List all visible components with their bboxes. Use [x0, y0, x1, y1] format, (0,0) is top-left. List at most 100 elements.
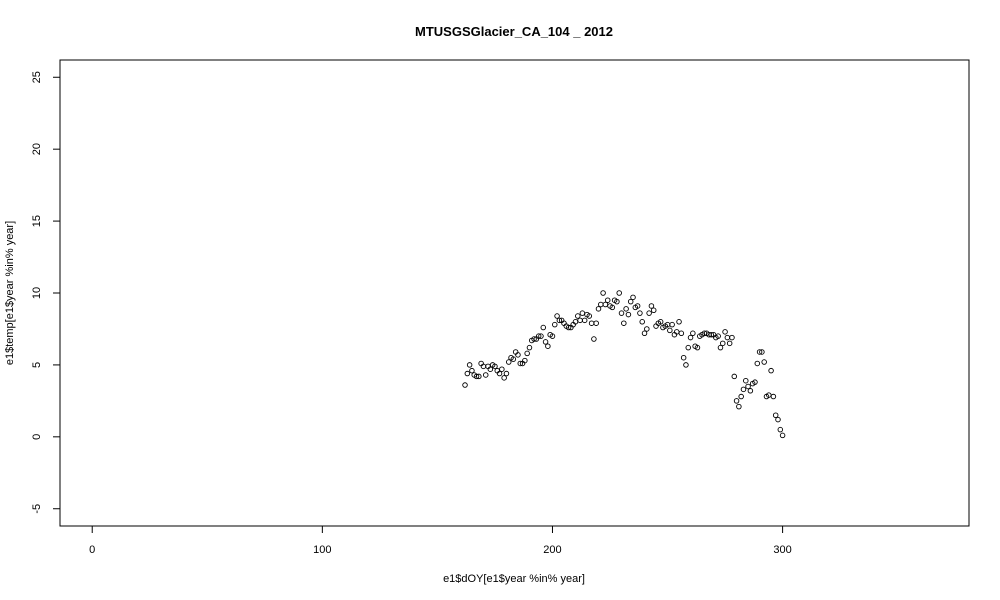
data-point: [729, 334, 735, 341]
data-point: [609, 304, 616, 311]
data-point: [625, 311, 632, 318]
data-point: [538, 333, 544, 339]
data-point: [687, 334, 694, 341]
x-axis-label: e1$dOY[e1$year %in% year]: [443, 573, 585, 585]
y-tick-label: -5: [31, 504, 43, 514]
data-point: [492, 363, 498, 370]
data-point: [715, 333, 721, 339]
data-point: [754, 360, 761, 367]
data-point: [575, 313, 581, 319]
data-point: [604, 297, 611, 303]
data-point: [540, 324, 547, 331]
data-point: [616, 290, 622, 296]
y-tick-label: 15: [31, 215, 43, 227]
data-point: [591, 336, 597, 342]
chart-title: MTUSGSGlacier_CA_104 _ 2012: [415, 24, 613, 39]
data-point: [586, 313, 593, 319]
data-point: [600, 290, 606, 296]
data-point: [581, 317, 588, 324]
data-point: [690, 330, 696, 337]
data-point: [685, 344, 691, 351]
data-point: [593, 320, 599, 326]
data-point: [531, 336, 537, 342]
data-point: [646, 310, 652, 316]
data-point: [747, 388, 754, 394]
data-point: [775, 416, 781, 423]
data-point: [676, 319, 682, 325]
data-point: [733, 398, 740, 404]
data-point: [722, 329, 728, 335]
data-point: [770, 393, 777, 400]
data-point: [756, 349, 763, 355]
data-point: [717, 344, 724, 351]
y-tick-label: 0: [31, 434, 43, 440]
data-point: [602, 301, 609, 308]
data-point: [731, 373, 738, 380]
x-tick-label: 0: [89, 544, 95, 556]
data-point: [505, 359, 512, 365]
data-point: [752, 379, 758, 385]
data-point: [743, 377, 749, 384]
data-point: [683, 362, 689, 368]
data-point: [545, 343, 551, 349]
data-point: [496, 370, 503, 377]
data-point: [473, 373, 480, 380]
data-point: [499, 366, 505, 372]
y-tick-label: 10: [31, 287, 43, 299]
x-tick-label: 300: [773, 544, 791, 556]
data-point: [650, 307, 657, 314]
data-point: [634, 303, 641, 309]
data-point: [549, 333, 556, 339]
data-point: [680, 354, 687, 361]
data-point: [621, 320, 627, 326]
data-point: [526, 344, 533, 351]
data-point: [618, 310, 625, 316]
data-point: [510, 356, 517, 362]
data-point: [777, 426, 784, 433]
data-point: [522, 357, 528, 364]
x-tick-label: 100: [313, 544, 331, 556]
data-point: [745, 383, 751, 390]
data-point: [565, 324, 572, 331]
data-point: [667, 327, 673, 334]
data-point: [554, 313, 560, 319]
data-point: [482, 372, 489, 378]
data-point: [598, 301, 604, 308]
data-point: [469, 367, 475, 374]
data-point: [588, 320, 595, 326]
data-point: [542, 339, 549, 345]
data-point: [630, 294, 636, 301]
data-point: [724, 334, 731, 341]
data-point: [595, 306, 602, 312]
data-point: [579, 310, 586, 316]
data-point: [614, 298, 620, 305]
y-axis: -5 0 5 10 15 20 25: [31, 71, 61, 514]
data-point: [669, 321, 675, 328]
data-point: [648, 303, 655, 309]
data-point: [657, 319, 664, 325]
data-point: [535, 333, 542, 339]
y-tick-label: 20: [31, 143, 43, 155]
y-tick-label: 25: [31, 71, 43, 83]
data-point: [501, 375, 507, 381]
data-point: [726, 340, 733, 347]
data-point: [736, 403, 742, 410]
data-point: [476, 373, 482, 380]
data-point: [627, 298, 634, 305]
data-point: [639, 319, 645, 325]
data-point: [641, 330, 648, 337]
data-point: [678, 330, 685, 337]
data-point: [552, 321, 558, 328]
data-point: [517, 360, 524, 367]
data-points: [462, 290, 786, 439]
data-point: [462, 382, 468, 388]
data-point: [759, 349, 765, 355]
data-point: [738, 393, 744, 400]
x-axis: 0 100 200 300: [89, 525, 792, 556]
data-point: [503, 370, 510, 377]
data-point: [740, 386, 747, 393]
data-point: [524, 350, 530, 357]
data-point: [772, 412, 779, 419]
data-point: [637, 310, 643, 316]
